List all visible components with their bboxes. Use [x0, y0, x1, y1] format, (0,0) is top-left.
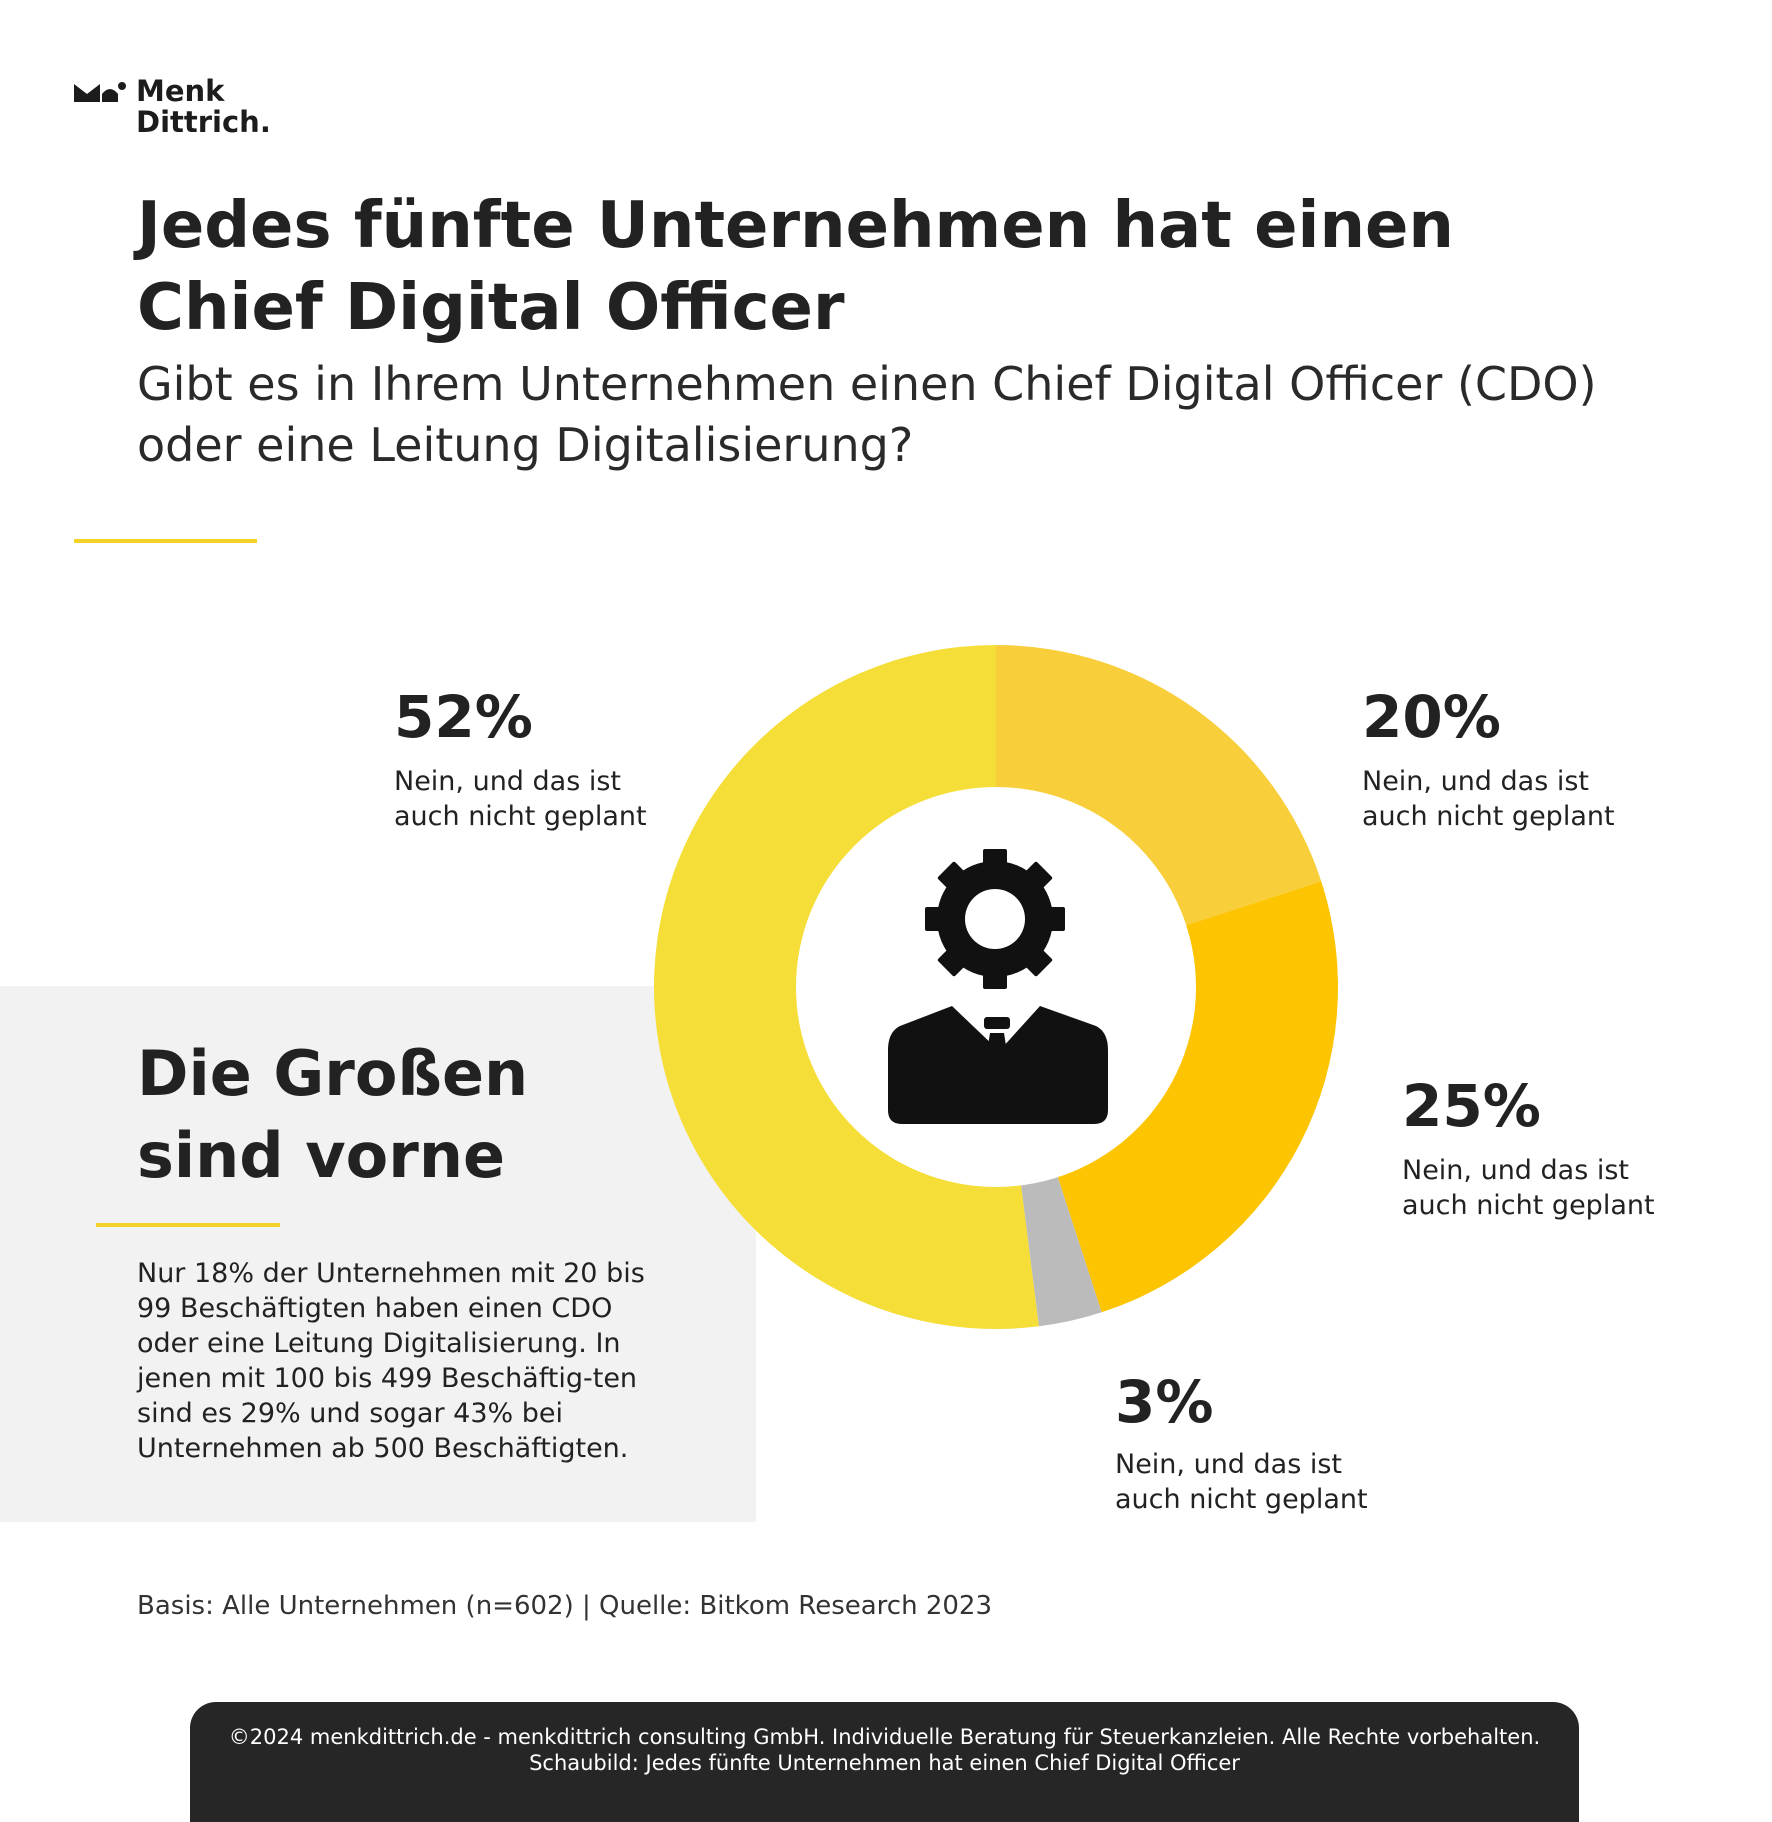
slice-value-label: 3% [1115, 1368, 1214, 1436]
footer-copyright: ©2024 menkdittrich.de - menkdittrich con… [228, 1725, 1541, 1749]
slice-category-label: Nein, und das ist auch nicht geplant [394, 766, 647, 832]
slice-label-52: 52% Nein, und das ist auch nicht geplant [394, 684, 694, 834]
slice-category-label: Nein, und das ist auch nicht geplant [1402, 1155, 1655, 1221]
survey-question: Gibt es in Ihrem Unternehmen einen Chief… [137, 357, 1597, 472]
brand-name-line1: Menk [136, 74, 225, 108]
side-accent-divider [96, 1223, 280, 1227]
slice-label-3: 3% Nein, und das ist auch nicht geplant [1115, 1369, 1415, 1517]
slice-category-label: Nein, und das ist auch nicht geplant [1115, 1449, 1368, 1515]
slice-label-20: 20% Nein, und das ist auch nicht geplant [1362, 684, 1662, 834]
slice-value-label: 52% [394, 683, 533, 751]
brand-logo: Menk Dittrich. [74, 76, 271, 138]
title-accent-divider [74, 539, 257, 543]
brand-logo-icon [74, 82, 126, 102]
slice-category-label: Nein, und das ist auch nicht geplant [1362, 766, 1615, 832]
slice-value-label: 20% [1362, 683, 1501, 751]
side-panel-heading: Die Großen sind vorne [137, 1037, 529, 1192]
side-info-panel [0, 986, 756, 1522]
side-panel-text: Nur 18% der Unternehmen mit 20 bis 99 Be… [137, 1258, 645, 1464]
source-note: Basis: Alle Unternehmen (n=602) | Quelle… [137, 1591, 993, 1621]
person-with-gear-head-icon [888, 849, 1108, 1124]
slice-value-label: 25% [1402, 1072, 1541, 1140]
slice-label-25: 25% Nein, und das ist auch nicht geplant [1402, 1073, 1702, 1223]
footer-bar: ©2024 menkdittrich.de - menkdittrich con… [190, 1702, 1579, 1822]
footer-caption: Schaubild: Jedes fünfte Unternehmen hat … [529, 1751, 1240, 1775]
brand-name-line2: Dittrich. [136, 105, 271, 139]
page-title: Jedes fünfte Unternehmen hat einen Chief… [137, 189, 1454, 345]
brand-name: Menk Dittrich. [136, 76, 271, 138]
